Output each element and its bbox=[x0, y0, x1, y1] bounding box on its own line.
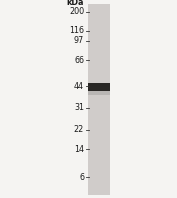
Bar bbox=[88, 4, 110, 195]
Bar bbox=[88, 83, 110, 91]
Text: 66: 66 bbox=[74, 56, 84, 65]
Text: 97: 97 bbox=[74, 36, 84, 45]
Bar bbox=[88, 83, 110, 87]
Text: 31: 31 bbox=[74, 103, 84, 112]
Text: 14: 14 bbox=[74, 145, 84, 154]
Text: 22: 22 bbox=[74, 125, 84, 134]
Text: 6: 6 bbox=[79, 173, 84, 182]
Text: 116: 116 bbox=[69, 26, 84, 35]
Text: 44: 44 bbox=[74, 82, 84, 91]
Text: kDa: kDa bbox=[67, 0, 84, 8]
Text: 200: 200 bbox=[69, 7, 84, 16]
Bar bbox=[88, 91, 110, 95]
